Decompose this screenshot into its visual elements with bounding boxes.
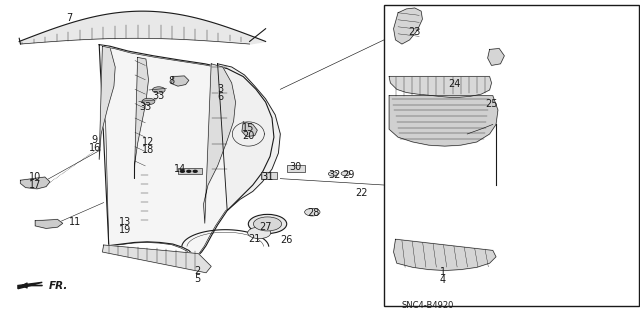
Text: 33: 33 bbox=[140, 102, 152, 112]
Polygon shape bbox=[242, 122, 257, 137]
Circle shape bbox=[305, 208, 320, 216]
Text: 16: 16 bbox=[88, 143, 101, 153]
Polygon shape bbox=[102, 245, 211, 273]
Polygon shape bbox=[488, 48, 504, 65]
Polygon shape bbox=[389, 96, 498, 146]
Text: 31: 31 bbox=[261, 172, 274, 182]
Text: 20: 20 bbox=[242, 130, 255, 141]
Polygon shape bbox=[99, 46, 115, 160]
Circle shape bbox=[253, 217, 282, 231]
Polygon shape bbox=[134, 57, 148, 179]
Text: 23: 23 bbox=[408, 27, 421, 37]
Bar bbox=[178, 168, 202, 174]
Circle shape bbox=[187, 170, 191, 172]
Text: 11: 11 bbox=[69, 217, 82, 227]
Bar bbox=[384, 5, 639, 306]
Polygon shape bbox=[172, 76, 189, 86]
Text: 9: 9 bbox=[92, 135, 98, 145]
Text: 26: 26 bbox=[280, 235, 293, 245]
Text: 4: 4 bbox=[440, 275, 446, 285]
Text: 8: 8 bbox=[168, 76, 175, 86]
Text: 21: 21 bbox=[248, 234, 261, 244]
Text: 10: 10 bbox=[29, 172, 42, 182]
Circle shape bbox=[193, 170, 197, 172]
Polygon shape bbox=[389, 77, 492, 97]
Text: 33: 33 bbox=[152, 91, 165, 101]
Text: 6: 6 bbox=[218, 92, 224, 102]
Polygon shape bbox=[20, 177, 50, 189]
Text: 22: 22 bbox=[355, 188, 368, 198]
Text: 5: 5 bbox=[194, 274, 200, 284]
Circle shape bbox=[248, 214, 287, 234]
Text: 12: 12 bbox=[142, 137, 155, 147]
Polygon shape bbox=[394, 8, 422, 44]
Polygon shape bbox=[35, 219, 63, 228]
Text: 32: 32 bbox=[328, 170, 340, 180]
Text: 13: 13 bbox=[118, 217, 131, 227]
Circle shape bbox=[328, 172, 337, 176]
Polygon shape bbox=[99, 45, 274, 255]
Text: 19: 19 bbox=[118, 225, 131, 235]
Circle shape bbox=[248, 227, 271, 239]
Text: 17: 17 bbox=[29, 180, 42, 190]
Text: 24: 24 bbox=[448, 78, 461, 89]
Bar bbox=[261, 172, 277, 179]
Text: 25: 25 bbox=[485, 99, 498, 109]
Text: 18: 18 bbox=[142, 145, 155, 155]
Circle shape bbox=[341, 171, 350, 176]
Text: 3: 3 bbox=[218, 84, 224, 94]
Text: SNC4-B4920: SNC4-B4920 bbox=[401, 301, 454, 310]
Circle shape bbox=[152, 87, 165, 93]
Polygon shape bbox=[204, 64, 236, 223]
Text: 7: 7 bbox=[66, 12, 72, 23]
Bar bbox=[287, 165, 305, 172]
Text: 2: 2 bbox=[194, 266, 200, 276]
Polygon shape bbox=[19, 11, 266, 44]
Polygon shape bbox=[18, 282, 42, 289]
Text: 15: 15 bbox=[242, 122, 255, 133]
Polygon shape bbox=[394, 239, 496, 271]
Text: 30: 30 bbox=[289, 161, 302, 172]
Polygon shape bbox=[218, 64, 280, 211]
Text: 28: 28 bbox=[307, 208, 320, 218]
Circle shape bbox=[180, 170, 184, 172]
Text: 1: 1 bbox=[440, 267, 446, 277]
Circle shape bbox=[142, 98, 155, 105]
Text: 14: 14 bbox=[174, 164, 187, 174]
Text: 27: 27 bbox=[259, 222, 272, 232]
Text: FR.: FR. bbox=[49, 280, 68, 291]
Text: 29: 29 bbox=[342, 170, 355, 180]
